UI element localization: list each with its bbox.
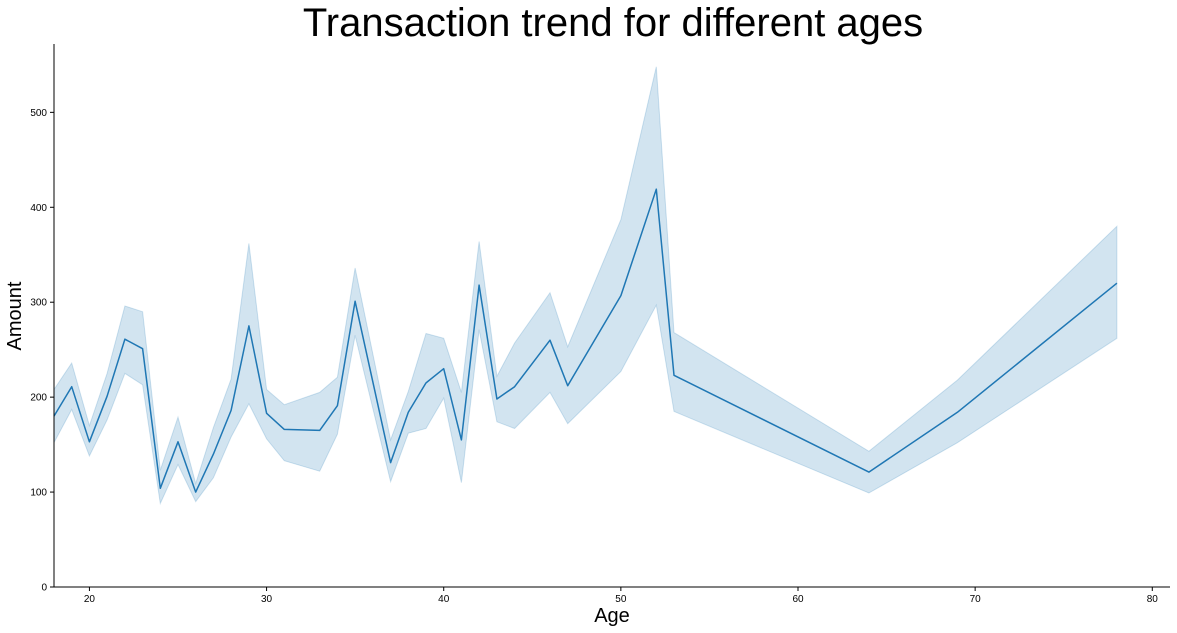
y-tick-label: 100 — [30, 488, 47, 499]
x-tick-label: 70 — [970, 594, 982, 605]
plot-area: 20 30 40 50 60 70 80 0 100 200 300 400 500 — [30, 44, 1170, 605]
chart-title: Transaction trend for different ages — [303, 1, 923, 45]
y-tick-label: 300 — [30, 298, 47, 309]
x-tick-label: 40 — [438, 594, 450, 605]
x-tick-label: 30 — [261, 594, 273, 605]
x-tick-label: 20 — [84, 594, 96, 605]
y-tick-label: 200 — [30, 393, 47, 404]
y-tick-label: 500 — [30, 108, 47, 119]
x-tick-label: 50 — [615, 594, 627, 605]
series-line — [53, 188, 1118, 493]
y-tick-label: 0 — [41, 583, 47, 594]
x-tick-label: 80 — [1147, 594, 1159, 605]
x-tick-label: 60 — [792, 594, 804, 605]
confidence-band — [53, 66, 1118, 506]
y-axis-label: Amount — [4, 281, 26, 350]
y-tick-label: 400 — [30, 203, 47, 214]
x-axis-label: Age — [594, 605, 630, 627]
